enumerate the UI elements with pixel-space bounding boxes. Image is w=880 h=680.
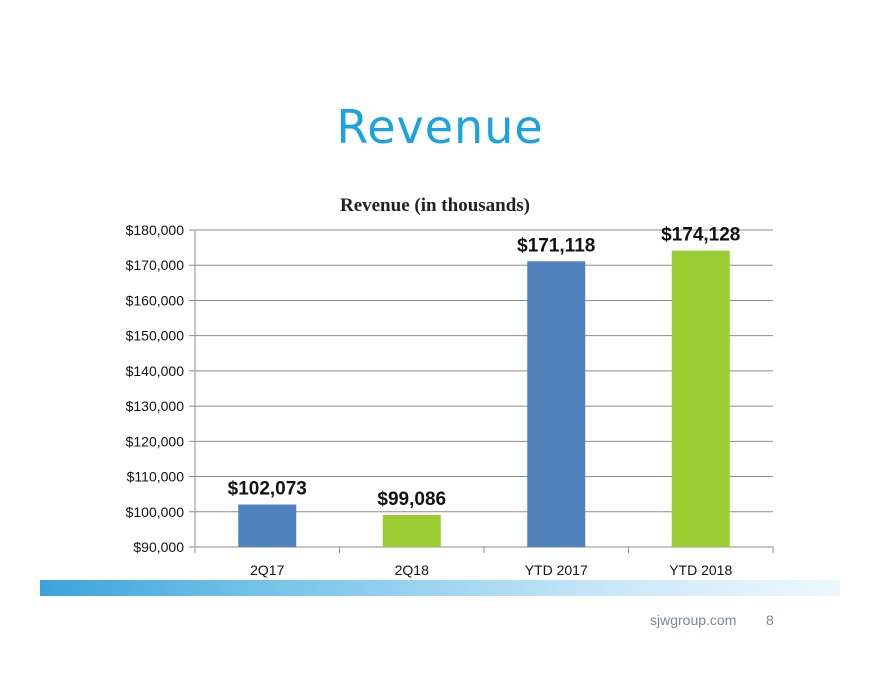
- chart-title: Revenue (in thousands): [340, 195, 530, 216]
- y-tick-label: $110,000: [127, 469, 185, 485]
- x-tick-label: YTD 2017: [525, 562, 588, 578]
- footer-website: sjwgroup.com: [650, 612, 737, 628]
- y-tick-label: $130,000: [126, 398, 185, 414]
- y-axis-ticks: $90,000 $100,000 $110,000 $120,000 $130,000 $…: [126, 222, 185, 555]
- data-label: $99,086: [377, 489, 446, 510]
- x-tick-label: 2Q17: [250, 562, 284, 578]
- bars: [238, 250, 730, 547]
- bar: [671, 250, 730, 547]
- y-tick-label: $90,000: [133, 539, 184, 555]
- bar: [238, 504, 297, 547]
- data-label: $102,073: [228, 478, 307, 499]
- y-tick-label: $180,000: [126, 222, 185, 238]
- y-tick-label: $170,000: [126, 257, 185, 273]
- revenue-chart: Revenue (in thousands) $90,000 $100,000 $1…: [126, 195, 774, 578]
- bar: [527, 261, 586, 547]
- x-axis-ticks: 2Q17 2Q18 YTD 2017 YTD 2018: [250, 562, 732, 578]
- y-tick-label: $100,000: [126, 504, 185, 520]
- y-tick-label: $160,000: [126, 292, 185, 308]
- x-tick-label: 2Q18: [395, 562, 429, 578]
- y-tick-label: $150,000: [126, 328, 185, 344]
- x-tick-label: YTD 2018: [669, 562, 732, 578]
- data-label: $171,118: [517, 235, 595, 256]
- bar: [382, 514, 441, 547]
- y-tick-label: $140,000: [126, 363, 185, 379]
- data-labels: $102,073 $99,086 $171,118 $174,128: [228, 225, 741, 510]
- y-tick-label: $120,000: [126, 433, 185, 449]
- page-number: 8: [766, 612, 774, 628]
- data-label: $174,128: [661, 225, 740, 246]
- slide-title: Revenue: [336, 100, 544, 154]
- decorative-band: [40, 580, 840, 596]
